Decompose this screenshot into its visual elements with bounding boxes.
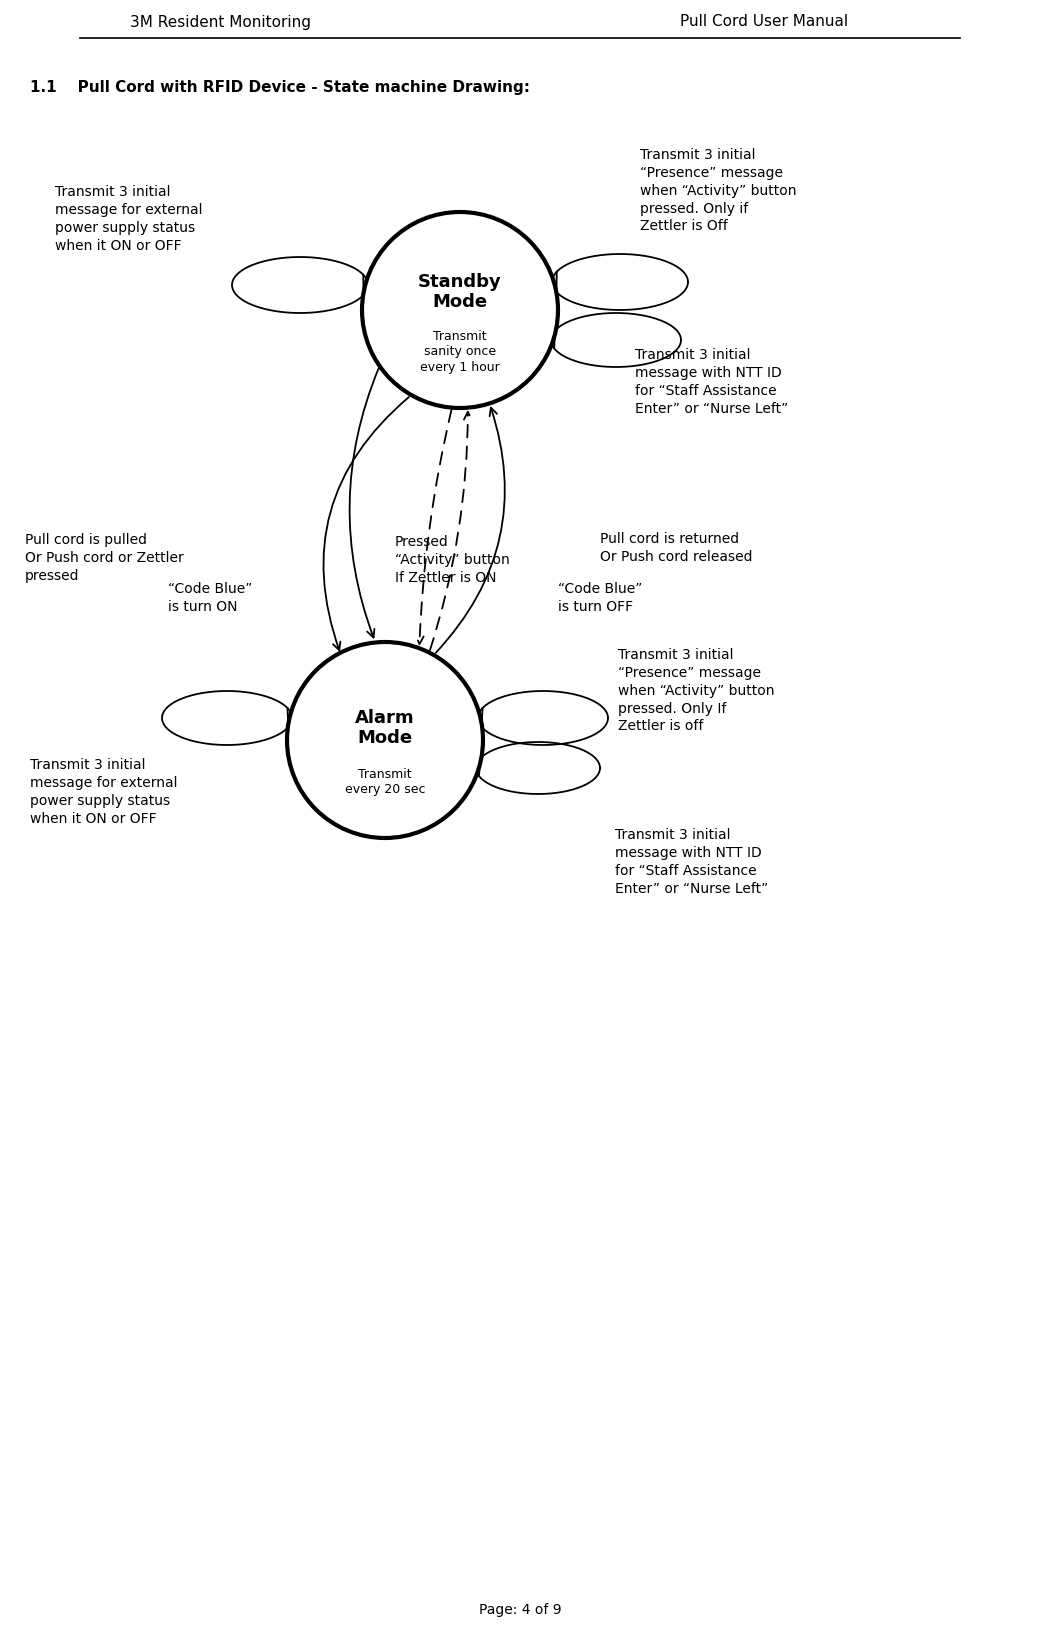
Text: Page: 4 of 9: Page: 4 of 9 <box>478 1604 562 1617</box>
Text: Transmit 3 initial
message for external
power supply status
when it ON or OFF: Transmit 3 initial message for external … <box>55 185 203 252</box>
Text: Transmit
sanity once
every 1 hour: Transmit sanity once every 1 hour <box>420 330 500 375</box>
Text: 1.1    Pull Cord with RFID Device - State machine Drawing:: 1.1 Pull Cord with RFID Device - State m… <box>30 79 530 96</box>
Text: Standby
Mode: Standby Mode <box>418 272 502 312</box>
Text: 3M Resident Monitoring: 3M Resident Monitoring <box>130 15 311 30</box>
Text: Pull Cord User Manual: Pull Cord User Manual <box>680 15 849 30</box>
Text: Transmit 3 initial
message with NTT ID
for “Staff Assistance
Enter” or “Nurse Le: Transmit 3 initial message with NTT ID f… <box>615 828 769 896</box>
Text: “Code Blue”
is turn ON: “Code Blue” is turn ON <box>168 582 253 614</box>
Circle shape <box>287 642 483 838</box>
Text: Transmit 3 initial
“Presence” message
when “Activity” button
pressed. Only if
Ze: Transmit 3 initial “Presence” message wh… <box>640 148 797 233</box>
Text: Transmit 3 initial
message with NTT ID
for “Staff Assistance
Enter” or “Nurse Le: Transmit 3 initial message with NTT ID f… <box>635 348 788 416</box>
Text: Alarm
Mode: Alarm Mode <box>356 708 415 747</box>
Text: Transmit 3 initial
message for external
power supply status
when it ON or OFF: Transmit 3 initial message for external … <box>30 757 178 825</box>
Text: “Code Blue”
is turn OFF: “Code Blue” is turn OFF <box>558 582 643 614</box>
Circle shape <box>362 211 558 408</box>
Text: Pull cord is pulled
Or Push cord or Zettler
pressed: Pull cord is pulled Or Push cord or Zett… <box>25 533 184 582</box>
Text: Transmit 3 initial
“Presence” message
when “Activity” button
pressed. Only If
Ze: Transmit 3 initial “Presence” message wh… <box>618 648 775 733</box>
Text: Transmit
every 20 sec: Transmit every 20 sec <box>344 767 425 797</box>
Text: Pressed
“Activity” button
If Zettler is ON: Pressed “Activity” button If Zettler is … <box>395 535 510 584</box>
Text: Pull cord is returned
Or Push cord released: Pull cord is returned Or Push cord relea… <box>600 531 753 564</box>
